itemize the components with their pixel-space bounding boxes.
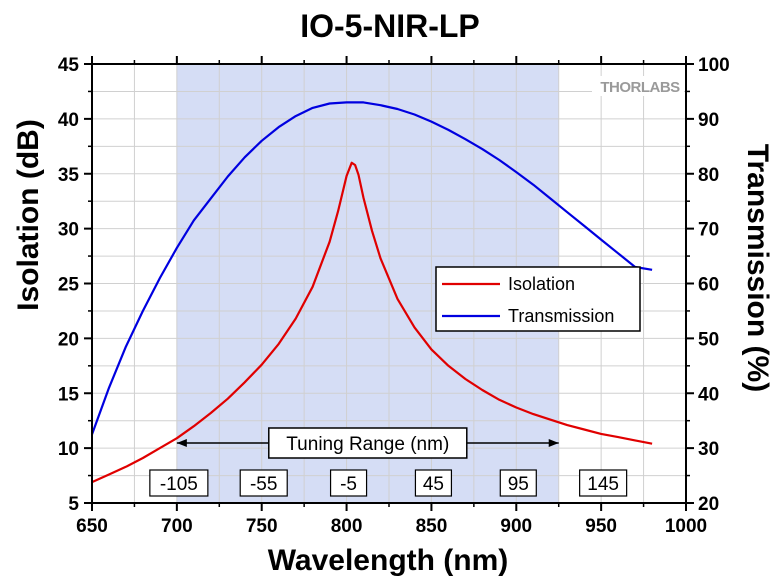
tuning-offset-label: 45 bbox=[423, 474, 444, 495]
tuning-offset-label: -105 bbox=[160, 474, 198, 495]
x-tick-label: 1000 bbox=[665, 516, 707, 537]
y2-axis-label: Transmission (%) bbox=[741, 144, 774, 392]
tuning-offset-box bbox=[329, 469, 368, 497]
y2-tick-label: 40 bbox=[698, 384, 719, 405]
tuning-offset-label: 95 bbox=[508, 474, 529, 495]
x-tick-label: 650 bbox=[76, 516, 108, 537]
watermark-logo: THORLABS bbox=[600, 79, 680, 96]
x-tick-label: 850 bbox=[416, 516, 448, 537]
x-tick-label: 700 bbox=[161, 516, 193, 537]
series-line-isolation bbox=[91, 161, 653, 484]
x-tick-label: 800 bbox=[331, 516, 363, 537]
y2-tick-label: 60 bbox=[698, 275, 719, 296]
legend-label: Transmission bbox=[508, 306, 614, 326]
tuning-offset-box bbox=[499, 469, 537, 497]
tuning-offset-box bbox=[239, 469, 288, 497]
y-tick-label: 20 bbox=[58, 329, 79, 350]
y-tick-label: 35 bbox=[58, 165, 80, 186]
y-axis-label: Isolation (dB) bbox=[12, 119, 45, 311]
tuning-range-arrow-right bbox=[548, 439, 559, 447]
y-tick-label: 30 bbox=[58, 220, 79, 241]
series-line-transmission bbox=[90, 101, 653, 435]
tuning-offset-box bbox=[414, 469, 453, 497]
y2-tick-label: 70 bbox=[698, 220, 719, 241]
y2-tick-label: 100 bbox=[698, 55, 730, 76]
y2-tick-label: 30 bbox=[698, 439, 719, 460]
y2-tick-label: 90 bbox=[698, 110, 719, 131]
tuning-offset-label: -5 bbox=[340, 474, 357, 495]
tuning-range-arrow-left bbox=[176, 439, 187, 447]
tuning-offset-label: -55 bbox=[250, 474, 277, 495]
y-tick-label: 5 bbox=[68, 494, 79, 515]
tuning-range-label-box bbox=[268, 427, 468, 459]
x-axis-label: Wavelength (nm) bbox=[268, 544, 509, 577]
y-tick-label: 15 bbox=[58, 384, 80, 405]
tuning-range-label: Tuning Range (nm) bbox=[286, 434, 449, 455]
y2-tick-label: 50 bbox=[698, 329, 719, 350]
legend-box bbox=[435, 266, 641, 332]
tuning-offset-label: 145 bbox=[587, 474, 619, 495]
legend-label: Isolation bbox=[508, 274, 575, 294]
y-tick-label: 25 bbox=[58, 275, 80, 296]
tuning-offset-box bbox=[579, 469, 628, 497]
chart-title: IO-5-NIR-LP bbox=[300, 8, 480, 44]
y-tick-label: 40 bbox=[58, 110, 79, 131]
x-tick-label: 750 bbox=[246, 516, 278, 537]
y2-tick-label: 80 bbox=[698, 165, 719, 186]
y2-tick-label: 20 bbox=[698, 494, 719, 515]
y-tick-label: 45 bbox=[58, 55, 80, 76]
x-tick-label: 950 bbox=[585, 516, 617, 537]
watermark-background bbox=[592, 76, 684, 96]
y-tick-label: 10 bbox=[58, 439, 79, 460]
x-tick-label: 900 bbox=[500, 516, 532, 537]
tuning-offset-box bbox=[149, 469, 209, 497]
